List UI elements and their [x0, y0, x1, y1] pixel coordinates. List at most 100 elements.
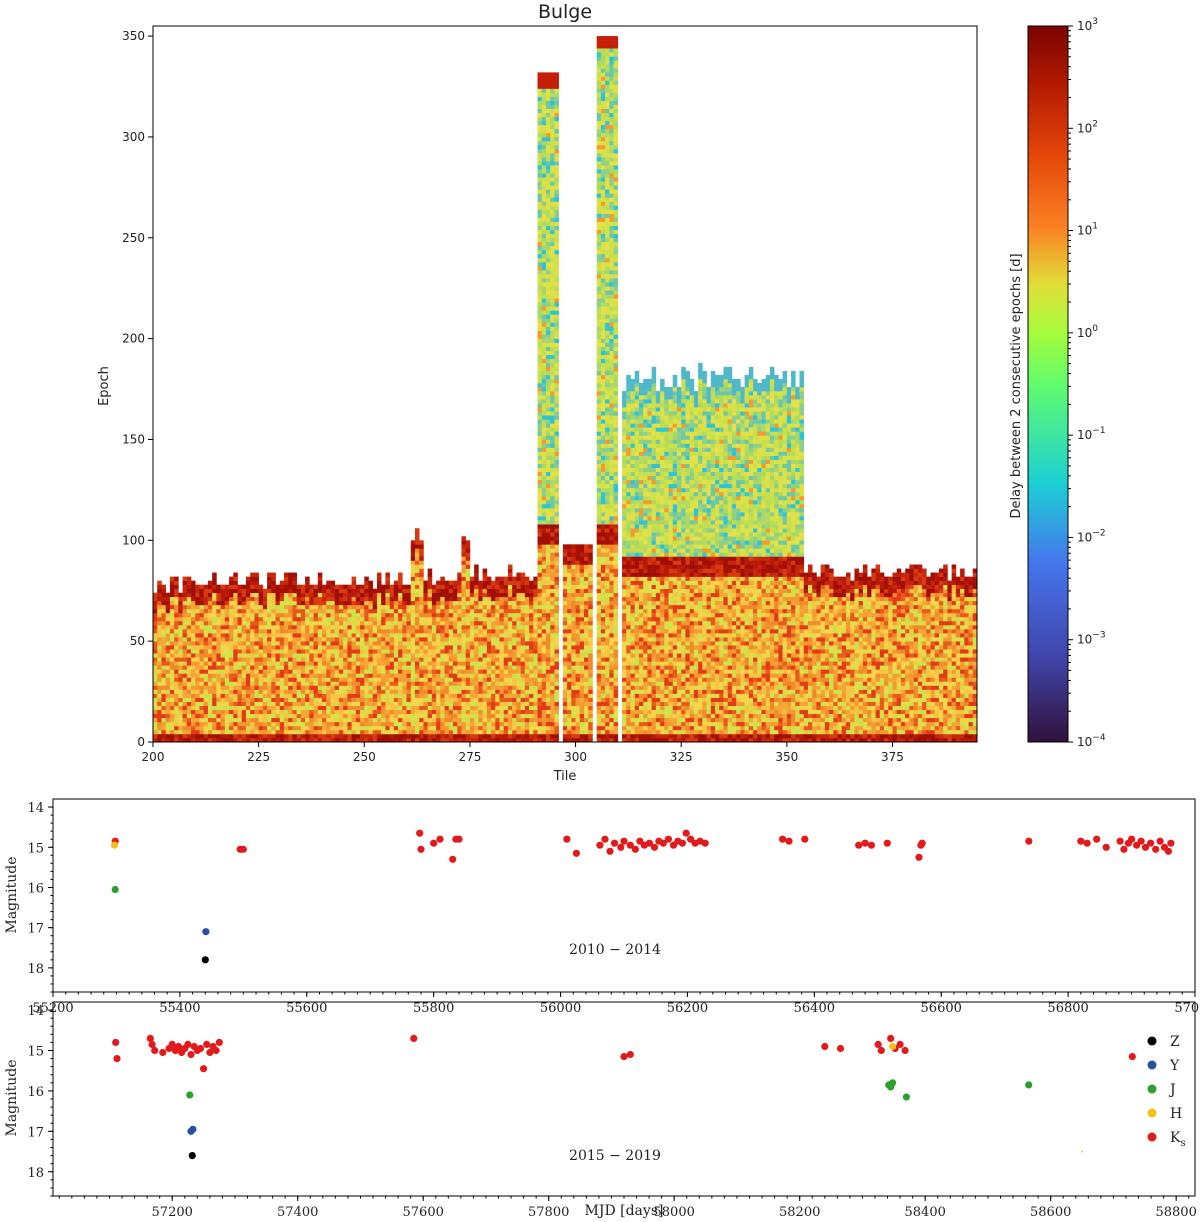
- heatmap-cell: [334, 616, 340, 622]
- heatmap-cell: [444, 645, 450, 650]
- heatmap-cell: [537, 213, 543, 218]
- heatmap-cell: [461, 580, 466, 585]
- heatmap-cell: [482, 673, 488, 678]
- heatmap-cell: [571, 552, 576, 557]
- heatmap-cell: [516, 649, 521, 654]
- heatmap-cell: [292, 669, 297, 674]
- heatmap-cell: [461, 544, 466, 549]
- heatmap-cell: [288, 657, 293, 662]
- heatmap-cell: [216, 620, 221, 626]
- heatmap-cell: [427, 629, 433, 634]
- heatmap-cell: [212, 665, 217, 670]
- heatmap-cell: [216, 677, 221, 682]
- heatmap-cell: [562, 637, 568, 642]
- heatmap-cell: [550, 532, 555, 537]
- heatmap-cell: [220, 645, 226, 650]
- heatmap-cell: [220, 608, 226, 614]
- heatmap-cell: [241, 697, 247, 702]
- heatmap-cell: [545, 491, 551, 497]
- heatmap-cell: [436, 612, 441, 618]
- heatmap-cell: [153, 612, 158, 618]
- heatmap-cell: [245, 592, 251, 598]
- heatmap-cell: [305, 657, 310, 662]
- heatmap-cell: [186, 681, 192, 686]
- heatmap-cell: [550, 346, 555, 352]
- heatmap-cell: [174, 649, 179, 654]
- heatmap-cell: [567, 721, 572, 727]
- heatmap-cell: [203, 709, 209, 715]
- heatmap-cell: [406, 701, 412, 706]
- heatmap-cell: [271, 645, 276, 650]
- heatmap-cell: [157, 641, 162, 646]
- heatmap-cell: [545, 96, 551, 101]
- heatmap-cell: [596, 681, 602, 686]
- heatmap-cell: [334, 633, 340, 638]
- heatmap-cell: [516, 737, 521, 742]
- heatmap-cell: [237, 588, 243, 594]
- heatmap-cell: [436, 681, 441, 686]
- heatmap-cell: [250, 596, 255, 602]
- heatmap-cell: [245, 685, 251, 690]
- heatmap-cell: [533, 693, 538, 698]
- heatmap-cell: [440, 729, 445, 735]
- heatmap-cell: [237, 737, 243, 742]
- heatmap-cell: [305, 620, 310, 626]
- heatmap-cell: [216, 625, 221, 630]
- heatmap-cell: [440, 612, 445, 618]
- heatmap-cell: [541, 653, 547, 658]
- heatmap-cell: [465, 568, 471, 573]
- heatmap-cell: [195, 584, 200, 590]
- heatmap-cell: [245, 721, 251, 727]
- heatmap-cell: [524, 629, 530, 634]
- heatmap-cell: [541, 604, 547, 610]
- heatmap-cell: [355, 677, 361, 682]
- heatmap-cell: [233, 592, 238, 598]
- heatmap-cell: [541, 641, 547, 646]
- heatmap-cell: [571, 645, 576, 650]
- heatmap-cell: [174, 588, 179, 594]
- heatmap-cell: [503, 576, 509, 581]
- heatmap-cell: [579, 560, 585, 565]
- heatmap-cell: [567, 592, 572, 598]
- heatmap-cell: [385, 697, 390, 702]
- heatmap-cell: [279, 584, 285, 590]
- heatmap-cell: [254, 693, 259, 698]
- heatmap-cell: [419, 733, 424, 739]
- heatmap-cell: [537, 354, 543, 360]
- heatmap-cell: [389, 733, 395, 739]
- heatmap-cell: [161, 709, 166, 715]
- heatmap-cell: [372, 641, 378, 646]
- heatmap-cell: [579, 620, 585, 626]
- heatmap-cell: [161, 588, 166, 594]
- heatmap-cell: [229, 588, 234, 594]
- heatmap-cell: [288, 637, 293, 642]
- heatmap-cell: [537, 552, 543, 557]
- heatmap-cell: [343, 633, 348, 638]
- heatmap-cell: [486, 596, 492, 602]
- heatmap-cell: [389, 584, 395, 590]
- heatmap-cell: [381, 713, 386, 719]
- heatmap-cell: [233, 653, 238, 658]
- heatmap-cell: [545, 72, 551, 77]
- heatmap-cell: [220, 669, 226, 674]
- heatmap-cell: [520, 689, 526, 694]
- heatmap-cell: [414, 552, 420, 557]
- heatmap-cell: [233, 705, 238, 711]
- heatmap-cell: [229, 584, 234, 590]
- heatmap-cell: [562, 693, 568, 698]
- heatmap-cell: [300, 705, 306, 711]
- heatmap-cell: [174, 661, 179, 666]
- heatmap-cell: [537, 330, 543, 335]
- heatmap-cell: [596, 709, 602, 715]
- heatmap-cell: [153, 616, 158, 622]
- heatmap-cell: [486, 629, 492, 634]
- heatmap-cell: [195, 717, 200, 723]
- heatmap-cell: [360, 645, 365, 650]
- heatmap-cell: [423, 689, 428, 694]
- heatmap-cell: [584, 677, 589, 682]
- heatmap-cell: [199, 725, 205, 731]
- heatmap-cell: [241, 693, 247, 698]
- heatmap-cell: [267, 725, 272, 731]
- heatmap-cell: [271, 713, 276, 719]
- heatmap-cell: [537, 524, 543, 529]
